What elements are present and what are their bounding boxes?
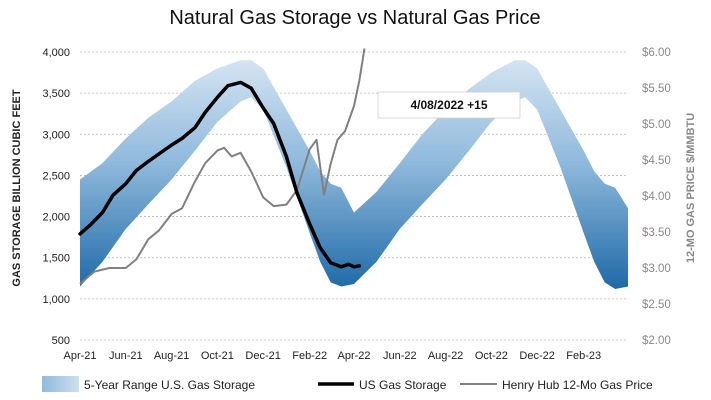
x-tick-label: Oct-21 [201,350,234,362]
callout-box [377,91,521,119]
callout-text: 4/08/2022 +15 [410,98,487,112]
series-range-band [80,60,628,290]
right-tick-label: $5.50 [642,83,671,95]
legend-item-range: 5-Year Range U.S. Gas Storage [42,376,255,392]
left-tick-label: 3,000 [42,129,70,141]
right-tick-label: $4.50 [642,155,671,167]
x-tick-label: Oct-22 [475,350,508,362]
legend-swatch-range [42,376,79,392]
right-axis: $2.00 $2.50 $3.00 $3.50 $4.00 $4.50 $5.00 $5.50… [642,47,671,347]
right-tick-label: $4.00 [642,191,671,203]
left-tick-label: 2,500 [42,170,70,182]
x-tick-label: Feb-22 [292,350,327,362]
x-tick-label: Apr-22 [337,350,370,362]
series-storage-line [78,80,362,269]
right-tick-label: $3.00 [642,263,671,275]
x-tick-label: Dec-22 [519,350,554,362]
legend-label-storage: US Gas Storage [359,378,447,392]
right-axis-label: 12-MO GAS PRICE $/MMBTU [685,113,697,263]
legend-item-price: Henry Hub 12-Mo Gas Price [460,378,653,392]
right-tick-label: $6.00 [642,47,671,59]
series-price-line [79,48,366,285]
right-tick-label: $5.00 [642,119,671,131]
left-tick-label: 1,000 [42,294,70,306]
left-tick-label: 4,000 [42,47,70,59]
x-tick-label: Jun-22 [383,350,417,362]
legend: 5-Year Range U.S. Gas Storage US Gas Sto… [42,376,653,392]
left-tick-label: 3,500 [42,88,70,100]
left-tick-label: 500 [52,335,70,347]
x-axis: Apr-21 Jun-21 Aug-21 Oct-21 Dec-21 Feb-22 Apr-… [63,350,601,362]
x-tick-label: Dec-21 [245,350,280,362]
x-tick-label: Feb-23 [566,350,601,362]
x-tick-label: Jun-21 [109,350,143,362]
annotation-callout: 4/08/2022 +15 [377,91,521,119]
right-tick-label: $2.00 [642,335,671,347]
plot-area [78,48,628,290]
left-axis-label: GAS STORAGE BILLION CUBIC FEET [11,89,23,286]
left-tick-label: 2,000 [42,212,70,224]
left-tick-label: 1,500 [42,253,70,265]
x-tick-label: Apr-21 [63,350,96,362]
right-tick-label: $3.50 [642,227,671,239]
right-tick-label: $2.50 [642,299,671,311]
chart-title: Natural Gas Storage vs Natural Gas Price [169,7,540,29]
left-axis: 500 1,000 1,500 2,000 2,500 3,000 3,500 4,000 [42,47,70,347]
legend-label-range: 5-Year Range U.S. Gas Storage [84,378,255,392]
x-tick-label: Aug-22 [428,350,463,362]
legend-label-price: Henry Hub 12-Mo Gas Price [502,378,653,392]
legend-item-storage: US Gas Storage [318,378,447,392]
x-tick-label: Aug-21 [154,350,189,362]
